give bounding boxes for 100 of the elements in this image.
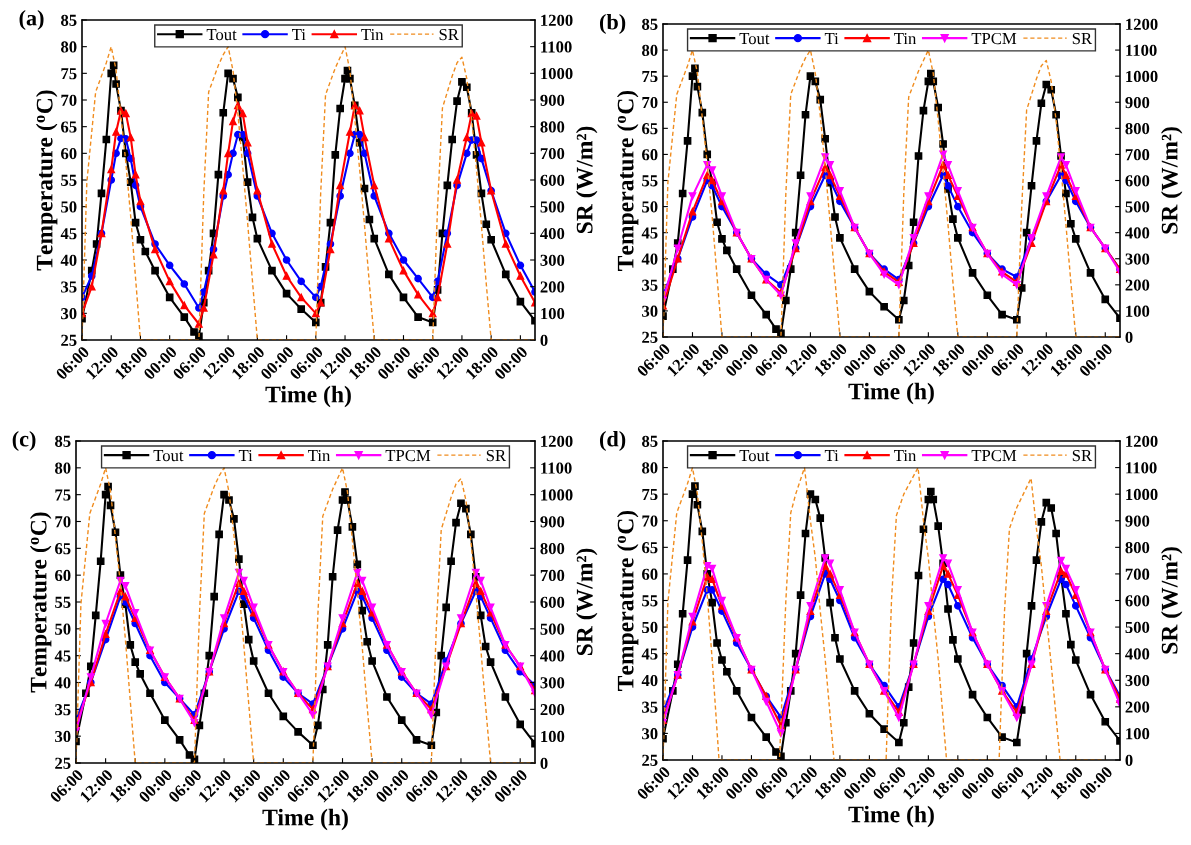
- y2-axis-title: SR (W/m²): [1160, 127, 1183, 234]
- y-tick-label: 45: [641, 648, 658, 660]
- legend-label: Tout: [206, 29, 237, 41]
- y2-tick-label: 1100: [541, 41, 572, 53]
- y-tick-label: 30: [61, 308, 77, 320]
- y2-tick-label: 1000: [541, 68, 573, 80]
- y2-tick-label: 500: [540, 623, 565, 635]
- y-tick-label: 40: [641, 253, 658, 265]
- y-tick-label: 25: [55, 757, 71, 769]
- y2-tick-label: 600: [1125, 175, 1150, 187]
- y-tick-label: 35: [55, 704, 71, 716]
- y2-tick-label: 900: [1125, 515, 1150, 527]
- y-axis-title: Temperature ($^{o}$C): [35, 90, 58, 271]
- legend-label: SR: [1072, 449, 1093, 462]
- y-tick-label: 50: [642, 621, 658, 634]
- y-tick-label: 65: [61, 121, 77, 133]
- y-axis-title: Temperature ($^{o}$C): [616, 510, 639, 691]
- y2-tick-label: 1000: [1126, 70, 1158, 83]
- y2-tick-label: 600: [540, 596, 565, 608]
- y-tick-label: 55: [642, 175, 658, 187]
- legend-label: Tin: [361, 28, 384, 40]
- y-tick-label: 75: [642, 71, 658, 83]
- y-tick-label: 85: [61, 14, 77, 26]
- y2-axis-title: SR (W/m²): [575, 548, 598, 656]
- y-tick-label: 70: [55, 516, 71, 528]
- y2-tick-label: 1100: [1126, 44, 1157, 57]
- y2-tick-label: 100: [541, 308, 565, 320]
- y2-tick-label: 400: [1125, 648, 1150, 660]
- y2-tick-label: 800: [540, 543, 565, 555]
- y-tick-label: 55: [61, 174, 77, 186]
- y2-tick-label: 1200: [541, 435, 573, 447]
- y-tick-label: 80: [642, 462, 658, 474]
- y-tick-label: 40: [54, 677, 71, 689]
- legend-label: Ti: [824, 32, 839, 44]
- y-tick-label: 75: [61, 68, 77, 80]
- legend-label: Tin: [894, 32, 917, 44]
- y2-tick-label: 300: [540, 254, 565, 266]
- y-tick-label: 50: [642, 201, 658, 213]
- y-tick-label: 70: [642, 96, 658, 109]
- y-tick-label: 80: [55, 462, 71, 474]
- y2-tick-label: 800: [1125, 542, 1150, 554]
- y-tick-label: 75: [642, 489, 658, 501]
- y2-tick-label: 1000: [541, 489, 573, 501]
- y2-tick-label: 800: [540, 121, 565, 133]
- y2-axis-title: SR (W/m²): [1160, 547, 1183, 654]
- x-axis-title: Time (h): [262, 808, 348, 831]
- y-tick-label: 35: [642, 701, 658, 713]
- y2-tick-label: 800: [1125, 123, 1150, 135]
- y-tick-label: 85: [55, 435, 71, 447]
- y2-tick-label: 400: [1125, 227, 1150, 239]
- y2-tick-label: 500: [1125, 621, 1150, 634]
- y2-tick-label: 100: [541, 730, 565, 743]
- y-tick-label: 55: [642, 595, 658, 607]
- y2-tick-label: 600: [1125, 595, 1150, 607]
- y2-tick-label: 900: [540, 94, 565, 106]
- legend-label: Ti: [292, 28, 306, 40]
- legend-label: TPCM: [971, 449, 1017, 462]
- chart-title: (c): [12, 430, 36, 452]
- y2-tick-label: 900: [1125, 96, 1150, 109]
- y-tick-label: 80: [61, 41, 77, 53]
- legend-label: SR: [486, 449, 507, 462]
- y2-tick-label: 1000: [1126, 488, 1158, 501]
- y2-tick-label: 1200: [1126, 18, 1158, 30]
- y2-tick-label: 700: [540, 569, 565, 582]
- y2-tick-label: 400: [540, 650, 565, 662]
- y-tick-label: 85: [642, 435, 658, 447]
- y-tick-label: 45: [641, 227, 658, 239]
- legend-label: Tout: [739, 450, 770, 462]
- y-tick-label: 30: [55, 730, 71, 743]
- y2-tick-label: 0: [1125, 331, 1133, 343]
- y2-tick-label: 0: [540, 334, 548, 346]
- y-tick-label: 80: [642, 44, 658, 57]
- y2-tick-label: 300: [540, 677, 565, 689]
- y2-tick-label: 700: [540, 148, 565, 160]
- legend-label: Tout: [739, 33, 770, 45]
- y-tick-label: 35: [642, 279, 658, 291]
- y-tick-label: 40: [60, 254, 77, 266]
- y2-tick-label: 1100: [541, 462, 572, 474]
- legend-label: SR: [439, 28, 459, 41]
- y2-tick-label: 200: [1125, 279, 1150, 291]
- x-axis-title: Time (h): [265, 385, 351, 408]
- y-axis-title: Temperature ($^{o}$C): [616, 90, 639, 271]
- y2-tick-label: 200: [540, 704, 565, 716]
- y-tick-label: 25: [642, 754, 658, 766]
- y-tick-label: 30: [642, 728, 658, 740]
- legend-label: Tin: [308, 449, 331, 461]
- y2-tick-label: 0: [540, 757, 548, 769]
- y-tick-label: 70: [61, 94, 77, 106]
- x-axis-title: Time (h): [848, 805, 934, 828]
- y-tick-label: 50: [61, 201, 77, 213]
- x-axis-title: Time (h): [848, 382, 934, 405]
- chart-title: (b): [600, 13, 626, 35]
- legend-label: TPCM: [385, 449, 431, 462]
- y2-tick-label: 500: [1125, 201, 1150, 213]
- y2-tick-label: 1200: [541, 14, 573, 26]
- y-tick-label: 70: [642, 515, 658, 527]
- legend-label: SR: [1072, 32, 1093, 45]
- y2-tick-label: 0: [1125, 754, 1133, 766]
- y2-tick-label: 700: [1125, 568, 1150, 580]
- y2-tick-label: 200: [540, 281, 565, 293]
